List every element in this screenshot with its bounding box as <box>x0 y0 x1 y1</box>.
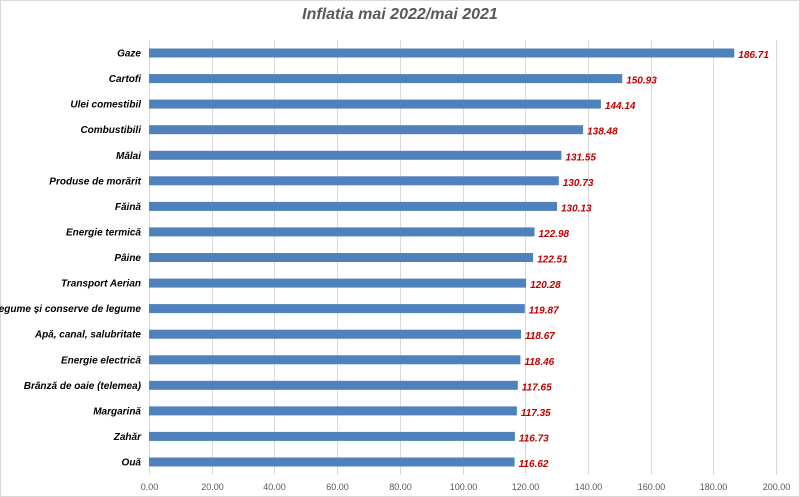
x-tick-label: 60.00 <box>326 482 349 492</box>
bar <box>149 355 521 365</box>
x-tick-label: 120.00 <box>512 482 540 492</box>
bar <box>149 457 515 467</box>
x-tick-label: 160.00 <box>638 482 666 492</box>
category-label: Apă, canal, salubritate <box>34 330 142 341</box>
bar <box>149 278 527 288</box>
x-tick-label: 40.00 <box>263 482 286 492</box>
category-label: Mălai <box>116 151 141 162</box>
category-label: Ouă <box>122 458 142 469</box>
data-label: 120.28 <box>530 280 561 291</box>
data-label: 116.73 <box>519 433 549 444</box>
bars <box>149 48 735 467</box>
bar <box>149 431 515 441</box>
data-label: 144.14 <box>605 101 636 112</box>
category-label: Produse de morărit <box>49 176 141 187</box>
category-label: Energie electrică <box>61 355 141 366</box>
category-label: Ulei comestibil <box>70 100 141 111</box>
bar <box>149 99 601 109</box>
bar <box>149 304 525 314</box>
category-label: Legume și conserve de legume <box>0 304 141 315</box>
data-label: 118.67 <box>525 331 555 342</box>
chart-title: Inflatia mai 2022/mai 2021 <box>302 6 498 23</box>
data-label: 130.13 <box>561 203 592 214</box>
labels: 0.00 20.00 40.00 60.00 80.00 100.00 120.00 140.… <box>0 49 790 493</box>
category-label: Margarină <box>93 406 141 417</box>
data-label: 116.62 <box>519 459 549 470</box>
x-tick-label: 0.00 <box>141 482 159 492</box>
data-label: 131.55 <box>565 152 596 163</box>
data-label: 130.73 <box>563 178 594 189</box>
bar <box>149 176 559 186</box>
data-label: 117.35 <box>521 408 551 419</box>
data-label: 119.87 <box>529 306 559 317</box>
data-label: 118.46 <box>524 357 554 368</box>
category-label: Energie termică <box>66 227 141 238</box>
category-label: Pâine <box>114 253 141 264</box>
x-tick-label: 200.00 <box>763 482 791 492</box>
category-label: Zahăr <box>113 432 142 443</box>
category-label: Cartofi <box>109 74 141 85</box>
data-label: 150.93 <box>626 76 657 87</box>
bar <box>149 125 584 135</box>
data-label: 122.51 <box>537 255 568 266</box>
data-label: 138.48 <box>587 127 618 138</box>
category-label: Brânză de oaie (telemea) <box>24 381 142 392</box>
category-label: Combustibili <box>80 125 141 136</box>
category-label: Transport Aerian <box>61 279 141 290</box>
x-tick-label: 180.00 <box>700 482 728 492</box>
data-label: 186.71 <box>738 50 769 61</box>
bar <box>149 74 623 84</box>
x-tick-label: 100.00 <box>450 482 478 492</box>
bar <box>149 253 534 262</box>
x-tick-label: 20.00 <box>201 482 224 492</box>
data-label: 117.65 <box>522 382 552 393</box>
x-tick-label: 140.00 <box>575 482 603 492</box>
bar <box>149 201 557 211</box>
bar <box>149 329 521 339</box>
bar <box>149 227 535 237</box>
bar <box>149 380 518 390</box>
bar <box>149 150 562 160</box>
data-label: 122.98 <box>539 229 570 240</box>
bar <box>149 406 517 416</box>
category-label: Făină <box>115 202 142 213</box>
bar <box>149 48 735 58</box>
x-tick-label: 80.00 <box>389 482 412 492</box>
category-label: Gaze <box>117 49 141 60</box>
